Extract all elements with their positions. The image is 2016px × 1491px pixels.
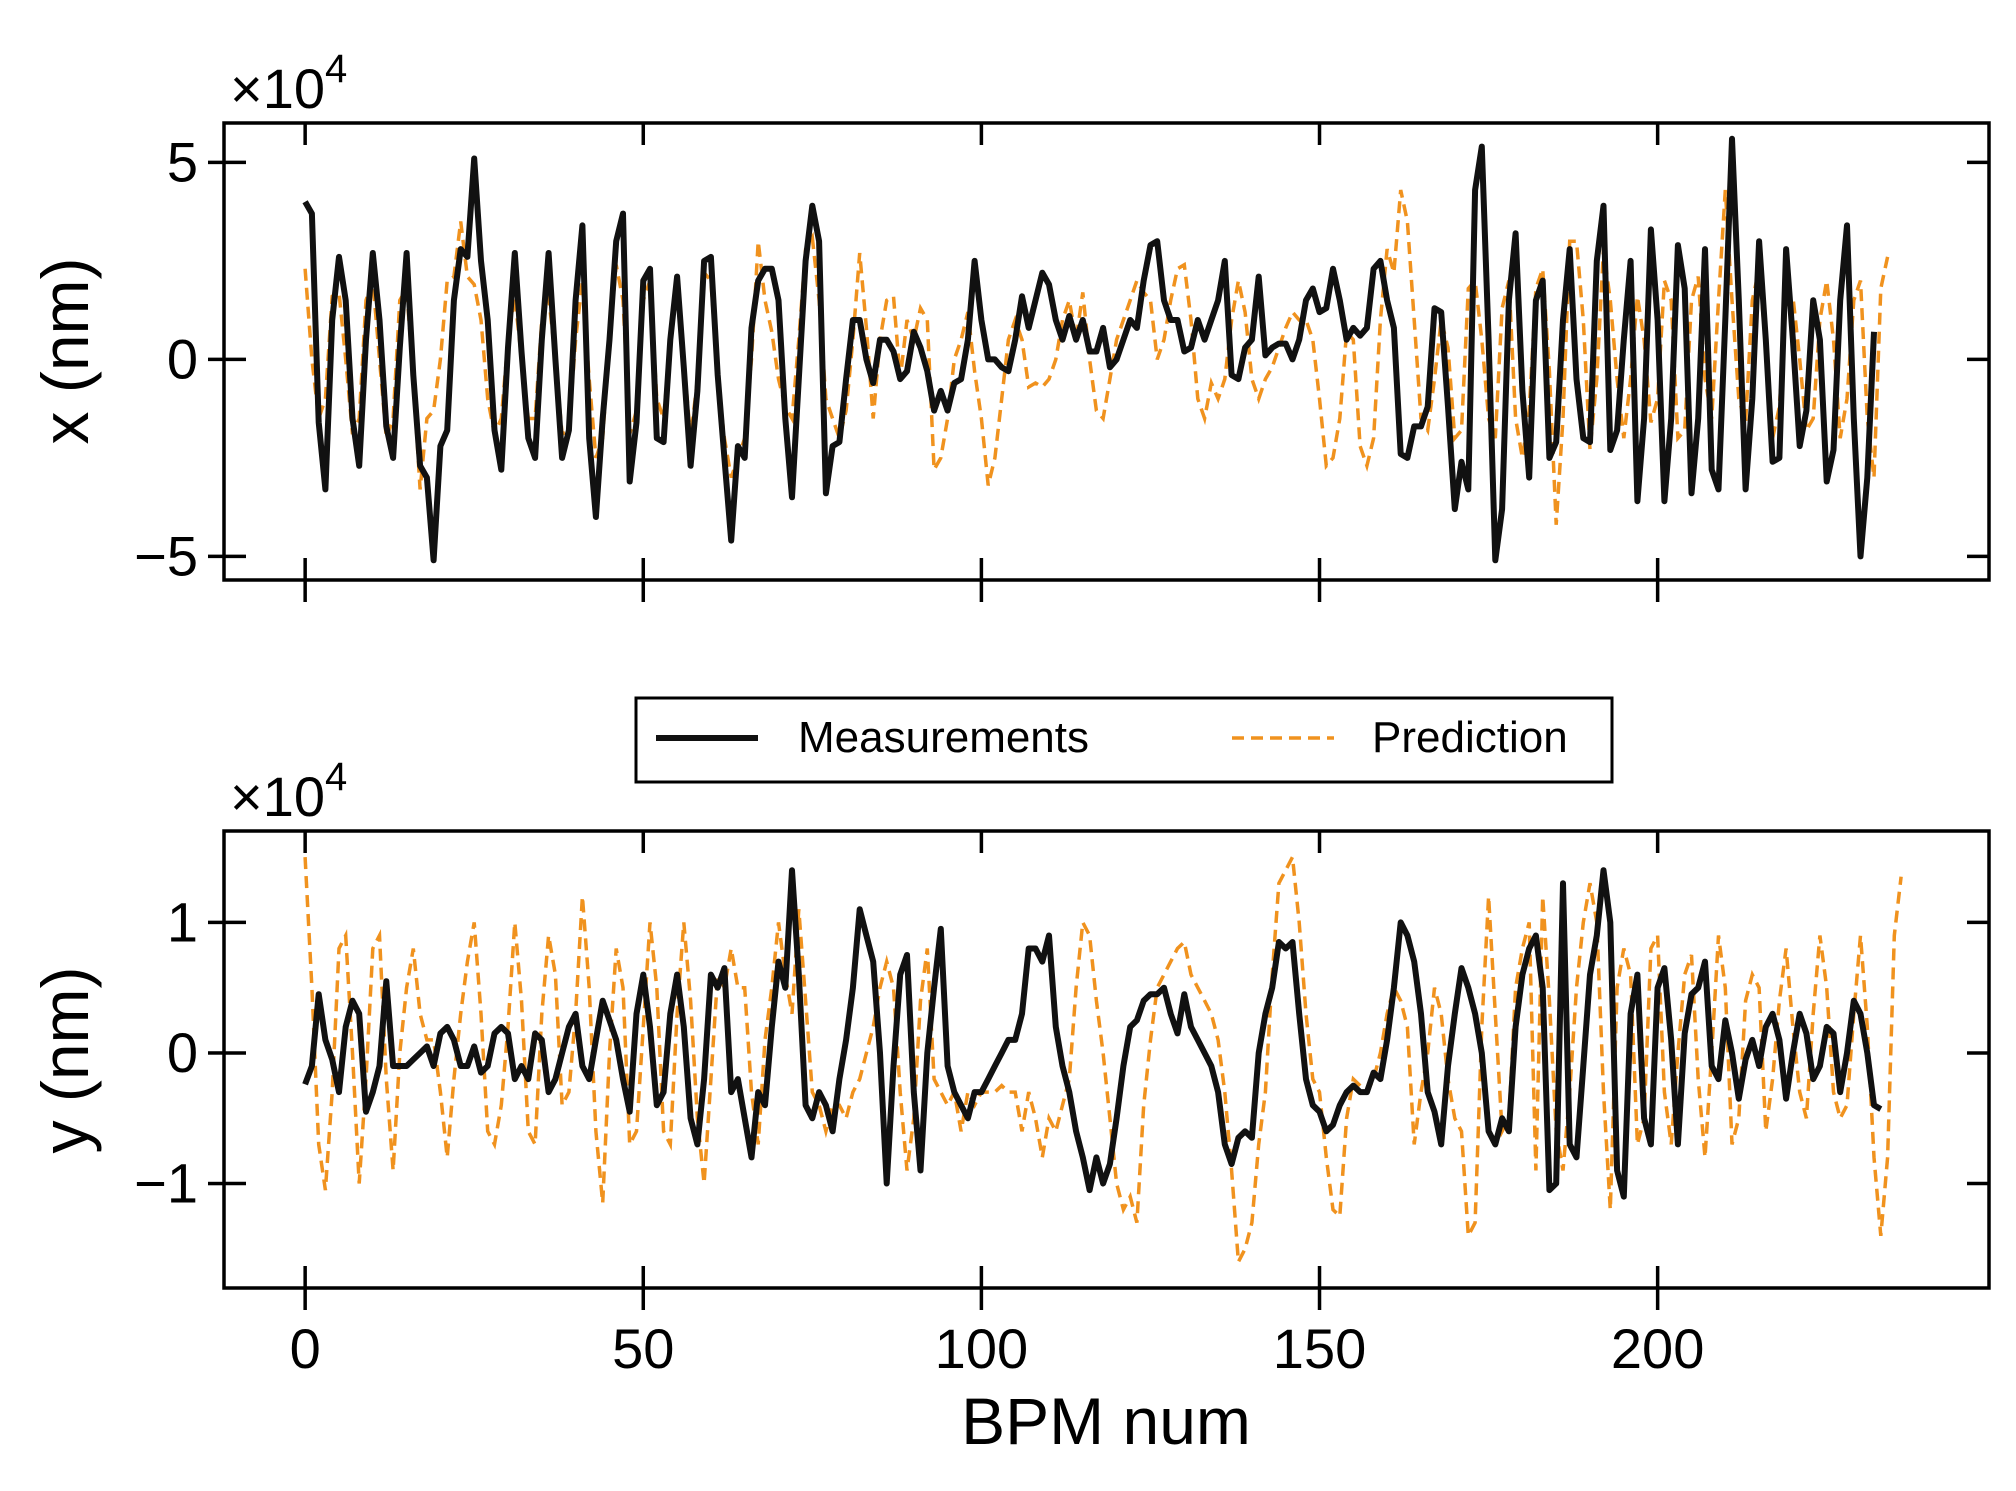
y-panel-ylabel: y (nm): [28, 967, 102, 1154]
y-panel: −1 0 1 0 50 100 150 200 y (nm) ×104 BPM num: [28, 755, 1991, 1458]
xtick-label-50: 50: [612, 1317, 674, 1380]
ytick-label-0: −1: [134, 1152, 198, 1215]
x-panel-multiplier: ×104: [230, 47, 347, 120]
ytick-label-1: 0: [167, 1021, 198, 1084]
ytick-label-2: 1: [167, 890, 198, 953]
legend-prediction-label: Prediction: [1372, 713, 1568, 762]
x-panel-ytick-labels: −5 0 5: [134, 130, 198, 587]
y-panel-multiplier: ×104: [230, 755, 347, 828]
xtick-label-0: 0: [290, 1317, 321, 1380]
y-panel-ytick-labels: −1 0 1: [134, 890, 198, 1214]
xtick-label-100: 100: [935, 1317, 1028, 1380]
legend-box: [634, 696, 1614, 784]
ytick-label-2: 5: [167, 130, 198, 193]
x-panel-ylabel: x (nm): [28, 258, 102, 445]
legend: Measurements Prediction: [634, 696, 1614, 784]
x-measurements-line: [302, 135, 1877, 564]
ytick-label-0: −5: [134, 524, 198, 587]
y-panel-frame: [222, 829, 1991, 1290]
x-panel-frame: [222, 121, 1991, 582]
x-prediction-line: [303, 189, 1890, 525]
y-measurements-line: [302, 867, 1883, 1200]
y-panel-xtick-labels: 0 50 100 150 200: [290, 1317, 1705, 1380]
x-axis-label: BPM num: [961, 1384, 1251, 1458]
x-panel: −5 0 5 x (nm) ×104: [28, 47, 1991, 602]
x-panel-ticks: [208, 123, 1989, 602]
y-panel-series: [302, 851, 1903, 1269]
legend-measurements-label: Measurements: [798, 713, 1089, 762]
xtick-label-200: 200: [1611, 1317, 1704, 1380]
ytick-label-1: 0: [167, 327, 198, 390]
xtick-label-150: 150: [1273, 1317, 1366, 1380]
y-panel-ticks: [208, 831, 1989, 1310]
x-panel-series: [302, 135, 1890, 564]
